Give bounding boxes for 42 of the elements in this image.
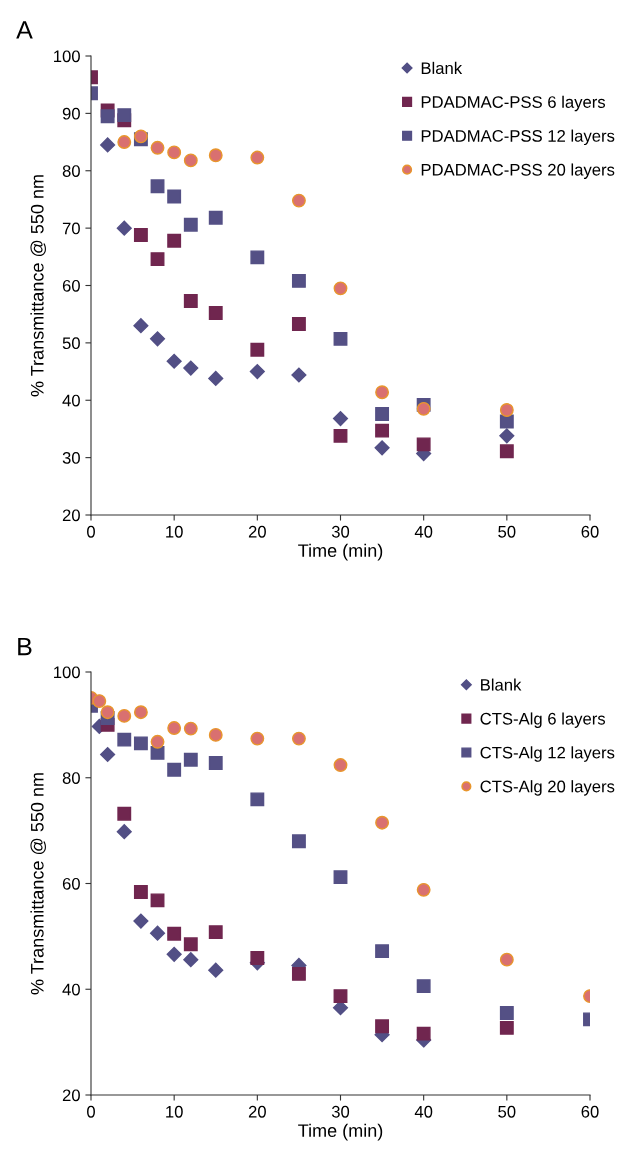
x-tick-label: 10 — [166, 525, 183, 538]
legend-label: Blank — [481, 678, 522, 691]
x-tick-label: 20 — [248, 525, 266, 538]
x-tick-label: 50 — [498, 525, 516, 538]
legend-label: Blank — [421, 61, 463, 75]
y-axis-title: % Transmittance @ 550 nm — [30, 175, 46, 397]
x-tick-label: 30 — [331, 525, 350, 538]
x-tick-label: 20 — [248, 1105, 266, 1118]
x-tick-label: 0 — [87, 525, 95, 538]
y-tick-label: 70 — [62, 222, 80, 235]
chart-title: A — [16, 21, 33, 39]
legend-label: PDADMAC-PSS 12 layers — [421, 129, 615, 146]
y-tick-label: 100 — [54, 666, 80, 679]
y-tick-label: 20 — [62, 1089, 80, 1102]
y-tick-label: 90 — [62, 107, 80, 120]
y-tick-label: 80 — [62, 772, 80, 784]
y-tick-label: 20 — [62, 509, 80, 522]
y-tick-label: 100 — [54, 50, 80, 63]
x-tick-label: 40 — [414, 525, 433, 538]
y-tick-label: 60 — [62, 877, 80, 890]
x-tick-label: 10 — [166, 1105, 183, 1118]
x-tick-label: 50 — [498, 1105, 516, 1118]
y-tick-label: 40 — [62, 983, 80, 996]
x-tick-label: 40 — [414, 1105, 433, 1118]
legend-label: PDADMAC-PSS 20 layers — [421, 163, 615, 179]
chart-title: B — [18, 638, 32, 656]
legend-label: CTS-Alg 12 layers — [480, 746, 615, 762]
x-axis-title: Time (min) — [298, 1123, 383, 1141]
y-tick-label: 30 — [62, 452, 80, 464]
legend-label: CTS-Alg 20 layers — [480, 780, 615, 796]
y-tick-label: 60 — [62, 279, 80, 292]
x-tick-label: 0 — [87, 1105, 95, 1118]
legend-label: CTS-Alg 6 layers — [480, 712, 606, 728]
x-axis-title: Time (min) — [298, 543, 383, 561]
x-tick-label: 30 — [331, 1105, 350, 1118]
legend-label: PDADMAC-PSS 6 layers — [421, 95, 606, 112]
y-tick-label: 80 — [62, 165, 80, 177]
y-tick-label: 50 — [62, 337, 80, 350]
y-axis-title: % Transmittance @ 550 nm — [30, 773, 46, 995]
x-tick-label: 60 — [581, 525, 599, 538]
x-tick-label: 60 — [581, 1105, 599, 1118]
y-tick-label: 40 — [62, 394, 80, 407]
